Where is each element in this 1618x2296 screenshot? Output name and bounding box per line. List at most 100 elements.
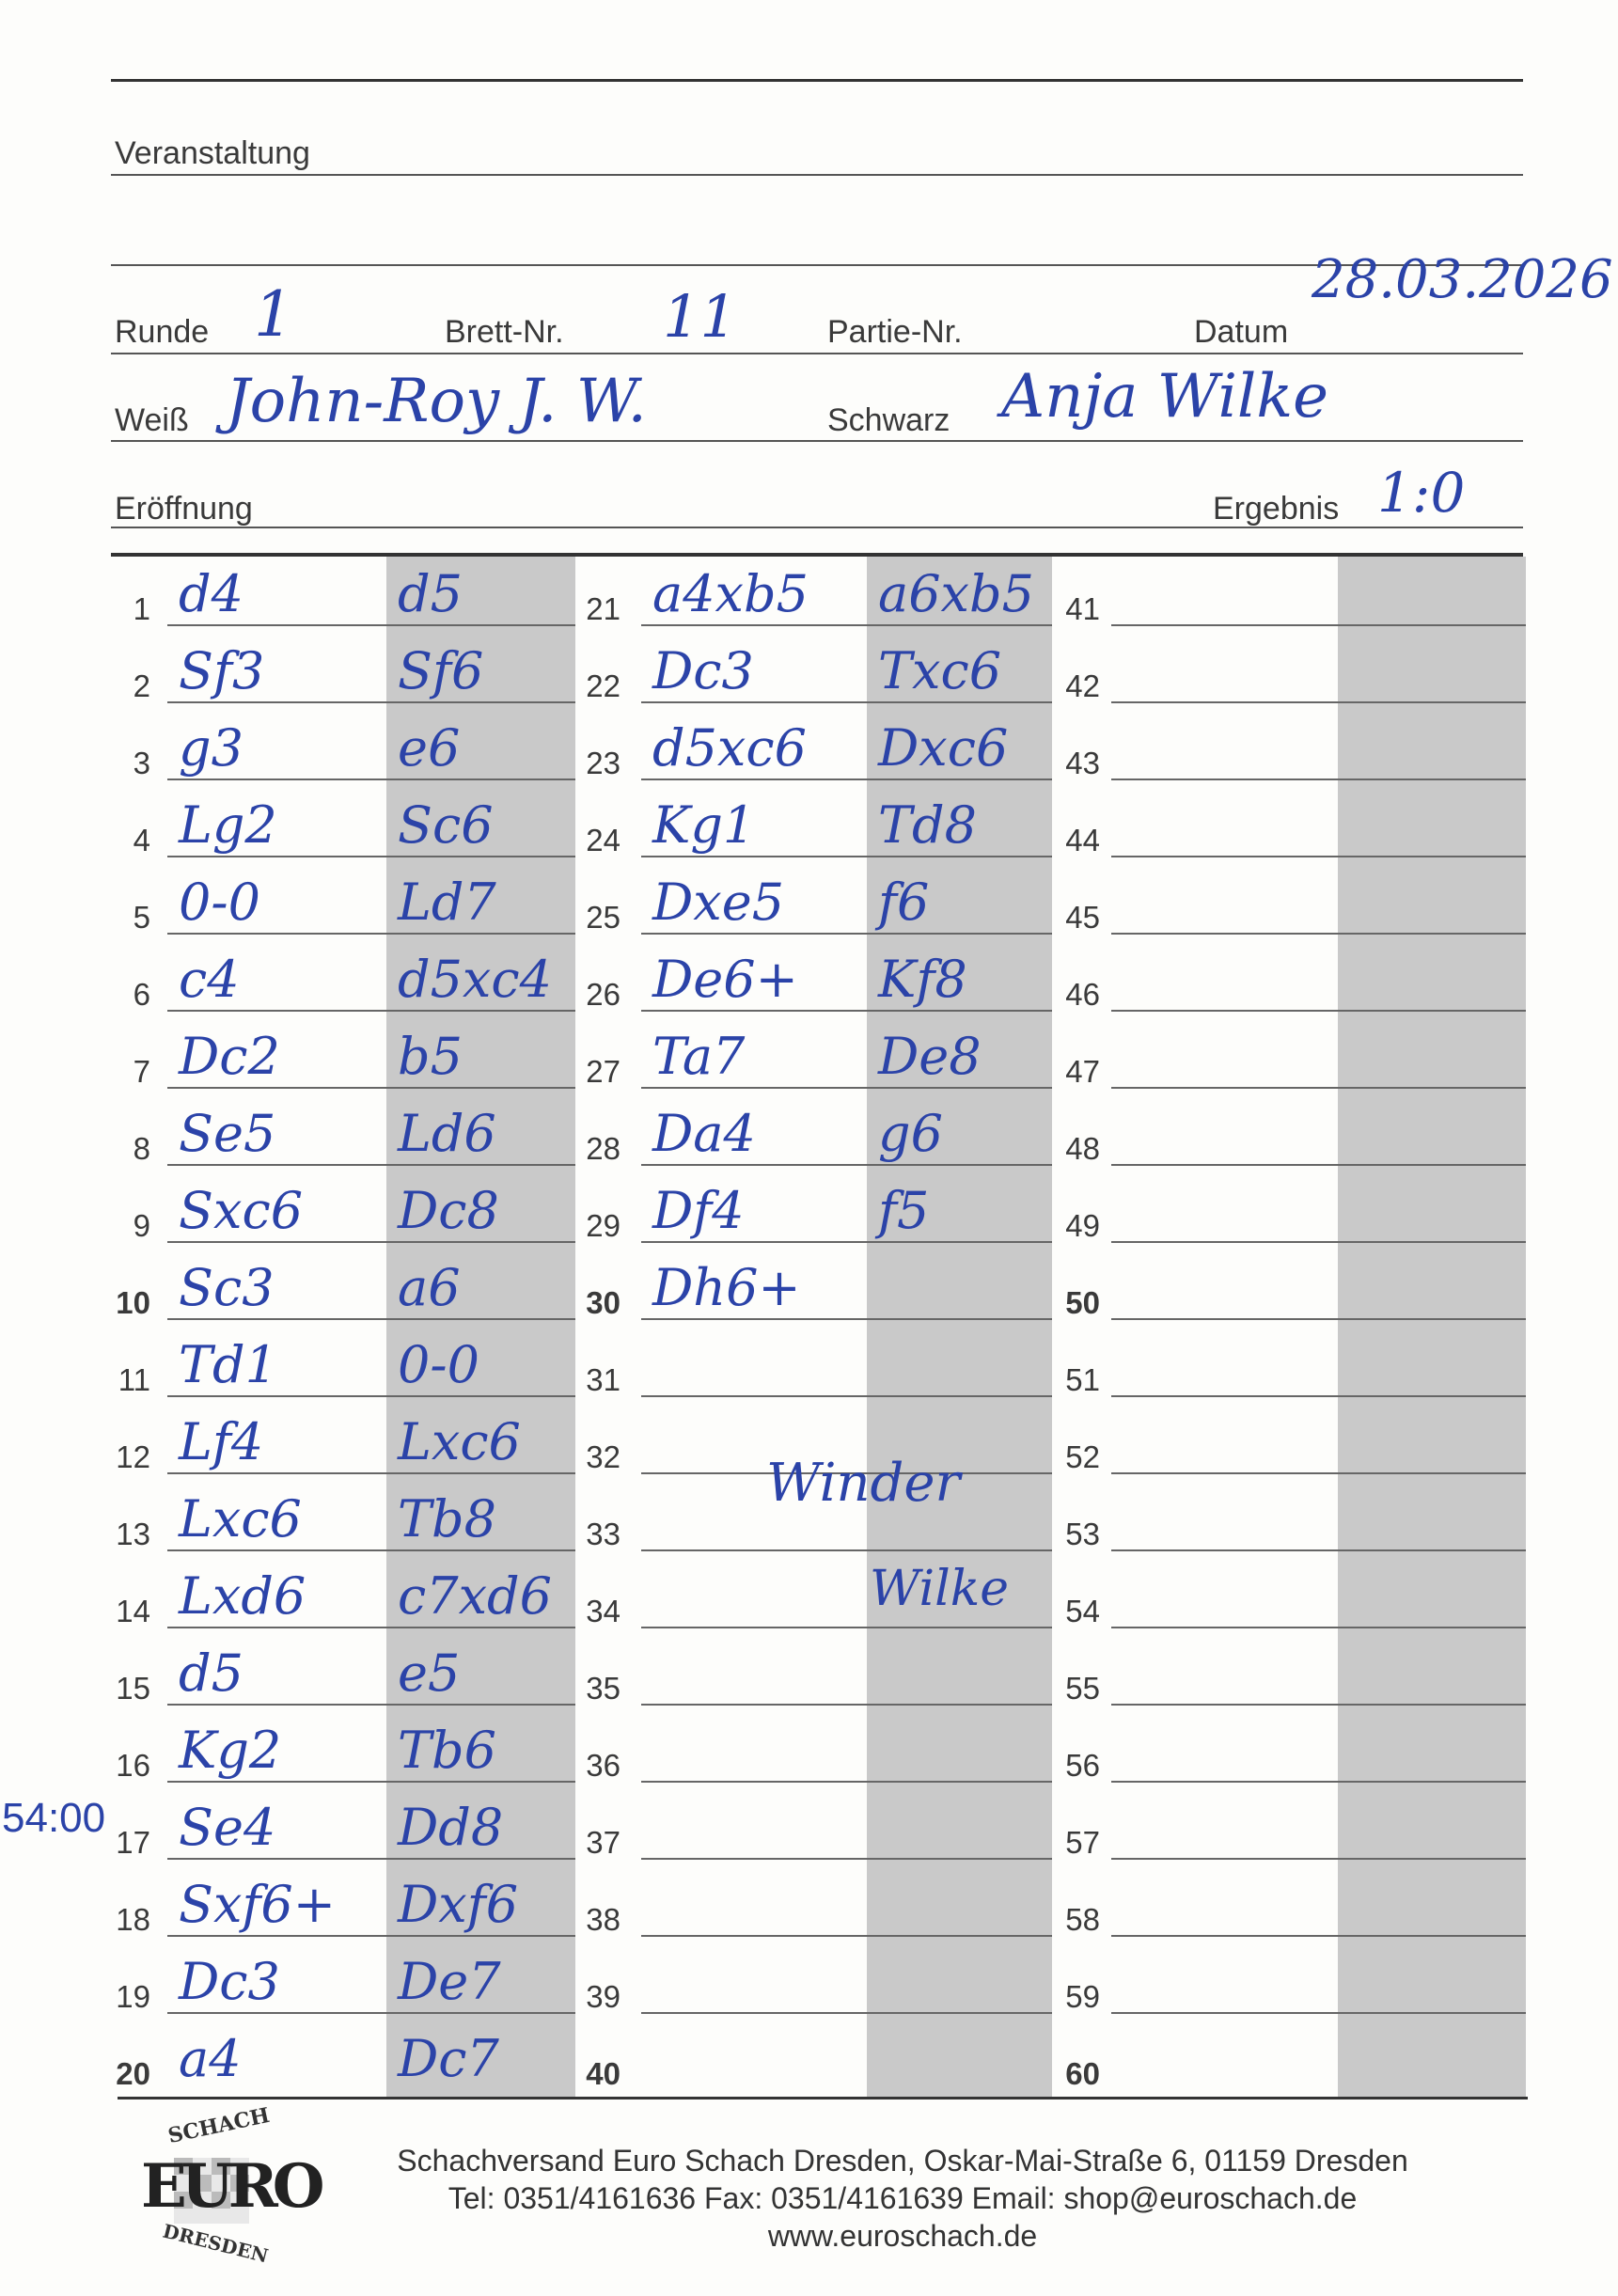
- white-move[interactable]: Dc3: [652, 641, 754, 700]
- black-move[interactable]: Sc6: [398, 795, 494, 855]
- black-move[interactable]: b5: [398, 1027, 463, 1086]
- move-row-line: [167, 1395, 575, 1397]
- move-row-line: [641, 1087, 1052, 1089]
- black-move[interactable]: Dxf6: [398, 1875, 519, 1934]
- date-value[interactable]: 28.03.2026: [1312, 249, 1613, 310]
- move-row-line: [641, 1010, 1052, 1012]
- white-move[interactable]: Dxe5: [652, 873, 785, 932]
- black-move[interactable]: g6: [878, 1104, 943, 1163]
- white-move[interactable]: Se4: [179, 1798, 276, 1857]
- move-row-line: [641, 1241, 1052, 1243]
- move-row-line: [1111, 1858, 1526, 1860]
- move-number: 1: [133, 591, 150, 626]
- move-number: 54: [1065, 1594, 1100, 1628]
- black-move[interactable]: f5: [878, 1181, 930, 1240]
- white-move[interactable]: Td1: [179, 1335, 277, 1394]
- black-move[interactable]: d5: [398, 564, 463, 623]
- black-move[interactable]: Tb6: [398, 1721, 496, 1780]
- black-move[interactable]: e6: [398, 718, 461, 778]
- black-move[interactable]: d5xc4: [398, 950, 552, 1009]
- black-move[interactable]: Td8: [878, 795, 977, 855]
- black-move[interactable]: Sf6: [398, 641, 484, 700]
- black-player[interactable]: Anja Wilke: [1001, 362, 1329, 432]
- black-move[interactable]: e5: [398, 1643, 461, 1703]
- black-move[interactable]: Ld6: [398, 1104, 496, 1163]
- white-move[interactable]: Sxf6+: [179, 1875, 337, 1934]
- black-move[interactable]: Ld7: [398, 873, 496, 932]
- move-row-line: [167, 1472, 575, 1474]
- black-move[interactable]: Kf8: [878, 950, 967, 1009]
- white-move[interactable]: Df4: [652, 1181, 745, 1240]
- white-move[interactable]: a4: [179, 2029, 242, 2088]
- white-move[interactable]: d5xc6: [652, 718, 807, 778]
- white-move[interactable]: Se5: [179, 1104, 276, 1163]
- white-move[interactable]: Lxc6: [179, 1489, 302, 1549]
- black-move[interactable]: De7: [398, 1952, 501, 2011]
- white-move[interactable]: Lf4: [179, 1412, 264, 1471]
- black-move[interactable]: Txc6: [878, 641, 1002, 700]
- white-move[interactable]: d5: [179, 1643, 243, 1703]
- move-number: 45: [1065, 900, 1100, 935]
- move-row-line: [1111, 1087, 1526, 1089]
- white-move[interactable]: a4xb5: [652, 564, 809, 623]
- move-row-line: [1111, 1010, 1526, 1012]
- white-move[interactable]: Lg2: [179, 795, 277, 855]
- move-number: 11: [118, 1362, 150, 1397]
- move-number: 3: [133, 746, 150, 780]
- white-move[interactable]: Kg1: [652, 795, 756, 855]
- white-move[interactable]: Sf3: [179, 641, 265, 700]
- result-value[interactable]: 1:0: [1377, 461, 1466, 525]
- round-value[interactable]: 1: [254, 278, 293, 351]
- move-row-line: [641, 856, 1052, 857]
- signature-black: Wilke: [870, 1561, 1010, 1617]
- black-move[interactable]: Dd8: [398, 1798, 504, 1857]
- footer-website[interactable]: www.euroschach.de: [767, 2219, 1038, 2253]
- black-move[interactable]: c7xd6: [398, 1566, 552, 1626]
- black-move[interactable]: a6: [398, 1258, 461, 1317]
- move-number: 49: [1065, 1208, 1100, 1243]
- move-number: 22: [586, 668, 620, 703]
- move-row-line: [1111, 1318, 1526, 1320]
- black-move-column-shade: [386, 557, 575, 2097]
- black-move[interactable]: Dc8: [398, 1181, 499, 1240]
- black-move[interactable]: Lxc6: [398, 1412, 521, 1471]
- white-move[interactable]: De6+: [652, 950, 798, 1009]
- white-move[interactable]: Sxc6: [179, 1181, 304, 1240]
- white-move[interactable]: Dc2: [179, 1027, 280, 1086]
- black-move[interactable]: a6xb5: [878, 564, 1034, 623]
- white-player[interactable]: John-Roy J. W.: [226, 367, 647, 436]
- black-move[interactable]: 0-0: [398, 1335, 479, 1394]
- move-row-line: [1111, 2012, 1526, 2014]
- white-move[interactable]: Ta7: [652, 1027, 746, 1086]
- white-move[interactable]: c4: [179, 950, 240, 1009]
- black-move[interactable]: f6: [878, 873, 930, 932]
- black-move[interactable]: Dc7: [398, 2029, 499, 2088]
- white-move[interactable]: Da4: [652, 1104, 756, 1163]
- white-move[interactable]: Dh6+: [652, 1258, 801, 1317]
- move-number: 57: [1065, 1825, 1100, 1860]
- white-move[interactable]: Kg2: [179, 1721, 282, 1780]
- white-move[interactable]: d4: [179, 564, 243, 623]
- move-number: 4: [133, 823, 150, 857]
- white-move[interactable]: Sc3: [179, 1258, 275, 1317]
- board-value[interactable]: 11: [663, 282, 737, 351]
- move-number: 36: [586, 1748, 620, 1783]
- white-move[interactable]: 0-0: [179, 873, 260, 932]
- black-move[interactable]: De8: [878, 1027, 982, 1086]
- white-move[interactable]: Dc3: [179, 1952, 280, 2011]
- player-row-line: [111, 440, 1523, 442]
- move-number: 12: [116, 1439, 150, 1474]
- event-field[interactable]: [111, 174, 1523, 176]
- move-row-line: [167, 1935, 575, 1937]
- white-move[interactable]: Lxd6: [179, 1566, 306, 1626]
- move-number: 43: [1065, 746, 1100, 780]
- move-row-line: [1111, 933, 1526, 935]
- white-label: Weiß: [115, 402, 189, 438]
- date-label: Datum: [1194, 314, 1289, 350]
- move-number: 48: [1065, 1131, 1100, 1166]
- event-field-line2: [111, 264, 1523, 266]
- move-number: 40: [586, 2056, 620, 2091]
- black-move[interactable]: Tb8: [398, 1489, 496, 1549]
- white-move[interactable]: g3: [179, 718, 243, 778]
- black-move[interactable]: Dxc6: [878, 718, 1009, 778]
